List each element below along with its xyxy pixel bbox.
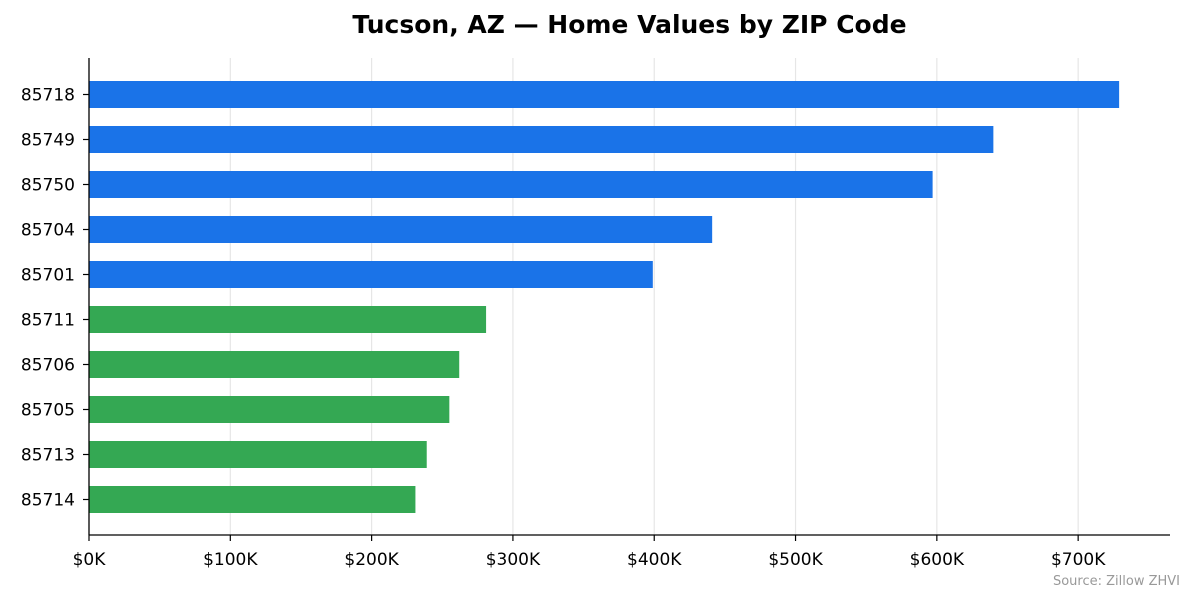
bars [89,81,1120,513]
bar-85718 [89,81,1120,108]
source-note: Source: Zillow ZHVI [1052,574,1180,589]
y-tick-label: 85701 [21,266,75,286]
x-tick-label: $200K [344,550,399,570]
x-tick-label: $400K [627,550,682,570]
y-tick-label: 85704 [21,221,75,241]
bar-85704 [89,216,713,243]
bar-85711 [89,306,487,333]
bar-85750 [89,171,933,198]
x-tick-label: $300K [486,550,541,570]
x-tick-label: $500K [768,550,823,570]
y-tick-label: 85706 [21,356,75,376]
x-axis-ticks: $0K $100K $200K $300K $400K $500K $600K $700K [73,535,1106,570]
y-tick-label: 85749 [21,131,75,151]
chart-title: Tucson, AZ — Home Values by ZIP Code [352,10,907,39]
axes [88,58,1170,536]
y-tick-label: 85713 [21,446,75,466]
y-tick-label: 85750 [21,176,75,196]
x-tick-label: $700K [1051,550,1106,570]
y-axis-ticks: 85718 85749 85750 85704 85701 85711 85706 85705… [21,86,89,511]
x-tick-label: $0K [73,550,107,570]
y-tick-label: 85705 [21,401,75,421]
x-tick-label: $600K [910,550,965,570]
bar-85749 [89,126,994,153]
x-tick-label: $100K [203,550,258,570]
bar-85705 [89,396,450,423]
y-tick-label: 85718 [21,86,75,106]
bar-85714 [89,486,416,513]
bar-85706 [89,351,460,378]
y-tick-label: 85711 [21,311,75,331]
bar-85713 [89,441,427,468]
y-tick-label: 85714 [21,491,75,511]
bar-85701 [89,261,653,288]
